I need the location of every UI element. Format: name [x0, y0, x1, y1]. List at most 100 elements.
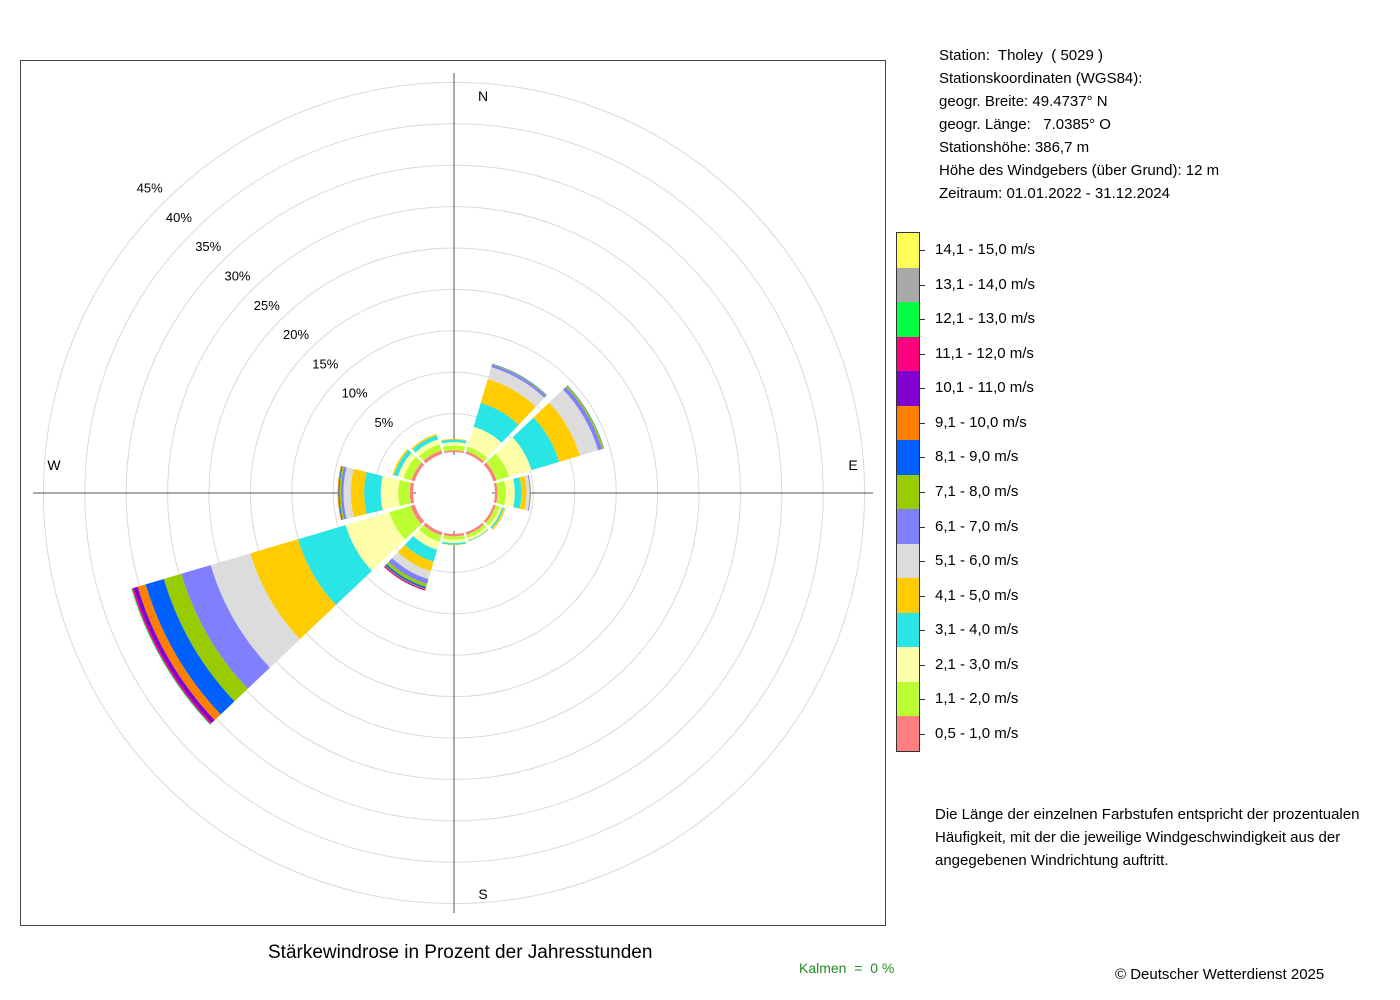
rose-segment [473, 402, 519, 443]
rose-segment [210, 553, 300, 668]
rose-segment [337, 465, 342, 521]
rose-segment [549, 389, 599, 456]
rose-segment [444, 450, 464, 454]
rose-segment [467, 528, 489, 542]
station-longitude: geogr. Länge: 7.0385° O [939, 116, 1111, 133]
rose-segment [486, 453, 510, 481]
legend-label: 14,1 - 15,0 m/s [935, 241, 1036, 259]
station-coordinates-heading: Stationskoordinaten (WGS84): [939, 70, 1143, 87]
legend-swatch [897, 474, 919, 510]
legend-tick [920, 284, 925, 286]
rose-segment [398, 452, 416, 479]
rose-segment [388, 558, 429, 584]
rose-segment [380, 475, 400, 511]
rose-segment [340, 466, 347, 520]
ring-label: 15% [312, 356, 338, 371]
legend-tick [920, 319, 925, 321]
rose-segment [488, 506, 503, 528]
station-info: Station: Tholey ( 5029 ) Stationskoordin… [939, 44, 1219, 205]
rose-segment [467, 526, 488, 541]
rose-segment [524, 475, 530, 511]
rose-segment [412, 435, 439, 453]
rose-segment [389, 505, 422, 540]
rose-segment [250, 539, 336, 640]
rose-segment [386, 561, 428, 588]
legend-tick [920, 492, 925, 493]
rose-segment [533, 402, 580, 462]
ring-label: 10% [342, 386, 368, 401]
rose-segment [415, 439, 440, 457]
rose-segment [411, 433, 437, 450]
legend-tick [920, 664, 925, 666]
legend-swatch [897, 405, 919, 441]
rose-segment [413, 529, 440, 550]
rose-segment [418, 444, 442, 461]
legend-swatch [897, 578, 919, 614]
legend-swatch [897, 612, 919, 648]
wind-rose-plot-frame: 5% 10% 15% 20% 25% 30% 35% 40% 45% N E S W Kalmen = … [20, 60, 894, 976]
legend-label: 9,1 - 10,0 m/s [935, 413, 1027, 431]
rose-segment [423, 450, 443, 464]
rose-segment [411, 462, 425, 482]
legend-swatch [897, 233, 919, 269]
rose-segment [527, 475, 531, 511]
legend-label: 5,1 - 6,0 m/s [935, 552, 1019, 570]
calm-circle [416, 455, 492, 531]
rose-segment [491, 507, 506, 530]
rose-segment [512, 417, 560, 471]
rose-segment [443, 535, 465, 540]
rose-segment [504, 478, 515, 508]
rose-segment [487, 367, 545, 407]
legend-swatch [897, 716, 919, 752]
rose-segment [423, 522, 443, 536]
legend-label: 13,1 - 14,0 m/s [935, 275, 1036, 293]
wind-rose-chart: 5% 10% 15%20%25% 30%35%40%45% N E S W [33, 73, 873, 913]
legend-tick [920, 457, 925, 459]
rose-segment [513, 477, 522, 509]
rose-segment [409, 482, 415, 504]
rose-segment [297, 525, 373, 606]
legend-label: 6,1 - 7,0 m/s [935, 517, 1019, 535]
rose-segment [137, 584, 221, 721]
ring-label: 40% [166, 210, 192, 225]
rose-segment [345, 512, 406, 571]
rose-segment [485, 505, 500, 526]
legend-tick [920, 630, 925, 632]
rose-segment [466, 446, 488, 462]
rose-segment [403, 456, 422, 481]
rose-segment [480, 379, 536, 425]
station-latitude: geogr. Breite: 49.4737° N [939, 93, 1108, 110]
rose-segment [465, 451, 484, 464]
ring-label: 20% [283, 327, 309, 342]
rose-segment [465, 522, 484, 535]
legend-tick [920, 422, 925, 424]
legend-swatch [897, 302, 919, 338]
rose-segment [491, 364, 547, 398]
legend-label: 7,1 - 8,0 m/s [935, 483, 1019, 500]
rose-segment [442, 445, 466, 452]
rose-segment [490, 507, 504, 529]
rose-segment [163, 573, 248, 702]
ring-label: 35% [195, 239, 221, 254]
rose-segment [343, 467, 354, 519]
rose-segment [442, 538, 466, 544]
station-name: Station: Tholey ( 5029 ) [939, 47, 1103, 64]
legend-label: 4,1 - 5,0 m/s [935, 586, 1019, 604]
rose-segment [493, 482, 498, 504]
explanation-note: Die Länge der einzelnen Farbstufen entsp… [935, 806, 1360, 869]
legend-label: 8,1 - 9,0 m/s [935, 448, 1019, 466]
rose-segment [394, 449, 412, 477]
rose-segment [483, 462, 497, 482]
legend-label: 11,1 - 12,0 m/s [935, 344, 1034, 362]
time-period: Zeitraum: 01.01.2022 - 31.12.2024 [939, 185, 1170, 202]
legend-swatch [897, 509, 919, 545]
rose-segment [338, 466, 343, 520]
calm-percentage-label: Kalmen = 0 % [799, 960, 895, 976]
rose-segment [418, 525, 442, 542]
rose-segment [145, 578, 235, 715]
rose-segment [441, 439, 467, 444]
legend-tick [920, 250, 925, 252]
legend-swatch [897, 336, 919, 372]
ring-label: 25% [254, 298, 280, 313]
legend-tick [920, 526, 925, 528]
